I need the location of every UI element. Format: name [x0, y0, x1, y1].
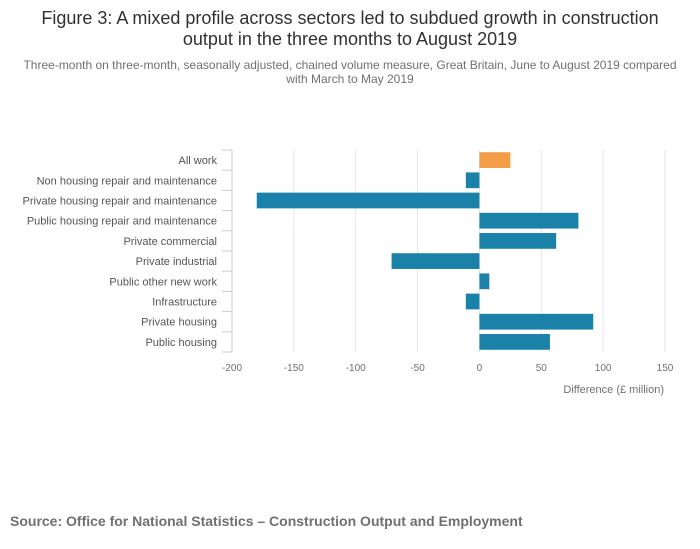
chart-title: Figure 3: A mixed profile across sectors…: [41, 8, 659, 49]
y-axis: [222, 149, 233, 353]
category-label: All work: [178, 155, 217, 167]
x-tick-labels: -200 -150 -100 -50 0 50 100 150: [222, 363, 674, 374]
bar: [479, 334, 550, 350]
category-label: Non housing repair and maintenance: [37, 175, 217, 187]
bar: [479, 273, 490, 290]
category-label: Infrastructure: [152, 297, 217, 309]
category-label: Public housing repair and maintenance: [27, 216, 217, 228]
category-label: Private housing repair and maintenance: [23, 196, 217, 208]
x-tick-label: -50: [410, 363, 425, 374]
category-labels: All work Non housing repair and maintenan…: [23, 155, 218, 349]
bar: [479, 212, 579, 229]
x-tick-label: 100: [595, 363, 612, 374]
bars: [256, 152, 594, 350]
x-tick-label: 150: [657, 363, 674, 374]
x-tick-label: 0: [477, 363, 483, 374]
source-note: Source: Office for National Statistics –…: [10, 513, 523, 529]
category-label: Public housing: [145, 337, 217, 349]
category-label: Private commercial: [123, 236, 217, 248]
bar: [479, 233, 557, 249]
x-tick-label: 50: [536, 363, 548, 374]
bar: [479, 313, 594, 330]
bar: [391, 253, 480, 269]
bar: [256, 192, 480, 209]
category-label: Private housing: [141, 317, 217, 329]
bar: [465, 172, 480, 189]
category-label: Private industrial: [136, 256, 217, 268]
bar: [479, 152, 511, 168]
bar: [465, 293, 480, 310]
category-label: Public other new work: [109, 276, 217, 288]
x-tick-label: -100: [346, 363, 366, 374]
x-tick-label: -200: [222, 363, 242, 374]
x-axis-label: Difference (£ million): [563, 384, 664, 396]
x-tick-label: -150: [284, 363, 304, 374]
chart-subtitle: Three-month on three-month, seasonally a…: [23, 58, 677, 86]
